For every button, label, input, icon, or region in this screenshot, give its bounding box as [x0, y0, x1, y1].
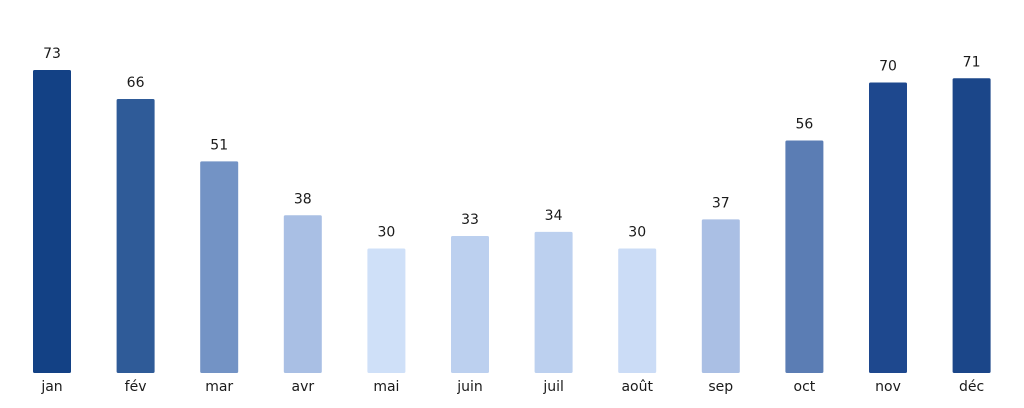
data-label: 37	[712, 195, 730, 211]
data-label: 70	[879, 58, 897, 74]
x-tick-label: avr	[291, 379, 314, 395]
data-label: 66	[127, 75, 145, 91]
bar-mai	[367, 248, 406, 373]
x-tick-label: août	[621, 379, 653, 395]
x-tick-label: mai	[373, 379, 399, 395]
data-label: 30	[377, 224, 395, 240]
bar-juin	[451, 236, 489, 373]
bar-mar	[200, 161, 239, 373]
x-tick-label: juil	[542, 379, 564, 395]
bar-déc	[952, 78, 991, 374]
bar-fév	[116, 99, 155, 373]
x-tick-label: sep	[708, 379, 733, 395]
bar-oct	[785, 140, 824, 373]
bar-juil	[534, 231, 573, 373]
data-label: 33	[461, 212, 479, 228]
x-tick-label: déc	[959, 379, 984, 395]
data-label: 38	[294, 191, 312, 207]
data-label: 30	[628, 224, 646, 240]
data-label: 51	[210, 137, 228, 153]
bar-jan	[33, 70, 71, 373]
bar-août	[618, 248, 657, 373]
x-tick-label: oct	[794, 379, 816, 395]
data-label: 71	[963, 54, 981, 70]
data-label: 56	[795, 117, 813, 133]
x-tick-label: jan	[40, 379, 62, 395]
x-tick-label: fév	[125, 379, 147, 395]
x-tick-label: mar	[205, 379, 233, 395]
x-tick-label: juin	[456, 379, 483, 395]
bar-sep	[701, 219, 740, 373]
x-tick-label: nov	[875, 379, 901, 395]
bar-nov	[869, 82, 907, 373]
data-label: 73	[43, 46, 61, 62]
data-label: 34	[545, 208, 563, 224]
bar-avr	[283, 215, 322, 373]
